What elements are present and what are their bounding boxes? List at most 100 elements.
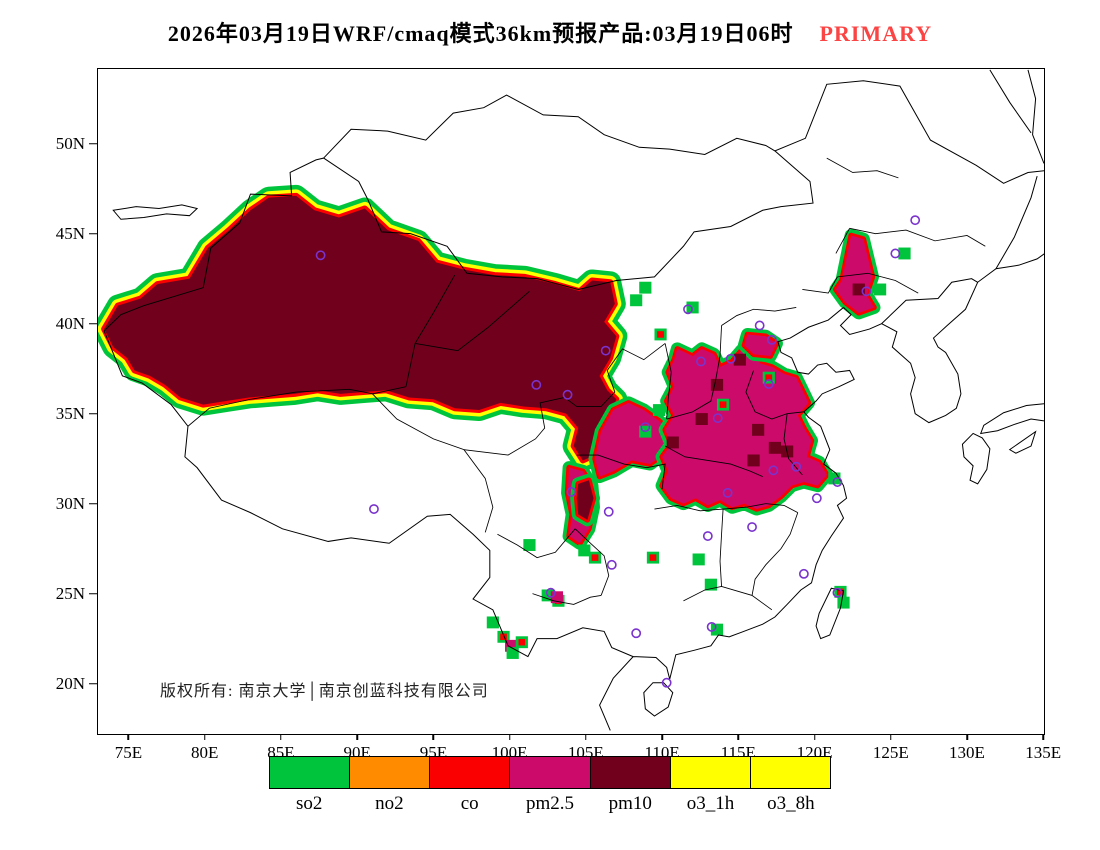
- station-marker: [532, 381, 540, 389]
- legend-cell-o3_1h: [669, 757, 750, 788]
- lon-tick: [280, 734, 282, 740]
- basemap-borders: [104, 70, 1044, 731]
- lon-tick: [127, 734, 130, 740]
- station-marker: [605, 508, 613, 516]
- province-line: [533, 594, 602, 605]
- province-line: [827, 158, 899, 178]
- lat-tick-label: 30N: [55, 493, 85, 513]
- station-marker: [765, 380, 773, 388]
- cell-so2: [506, 647, 519, 659]
- cell-core-co: [837, 588, 844, 596]
- lat-tick: [89, 592, 98, 595]
- lat-tick-label: 40N: [55, 313, 85, 333]
- pollution-regions: [104, 196, 874, 543]
- cell-core-co: [657, 331, 664, 338]
- island-kyushu: [962, 433, 989, 483]
- legend-label-pm25: pm2.5: [525, 793, 574, 814]
- lon-tick-label: 75E: [114, 743, 143, 762]
- region-pm25: [662, 348, 827, 510]
- city-markers: [316, 216, 919, 687]
- province-line: [667, 325, 722, 419]
- station-marker: [370, 505, 378, 513]
- station-marker: [547, 589, 555, 597]
- cell-so2: [710, 623, 724, 636]
- legend-label-pm10: pm10: [608, 793, 652, 814]
- cell-so2: [523, 539, 536, 551]
- region-pm10: [576, 480, 594, 520]
- station-marker: [756, 321, 764, 329]
- province-line: [575, 529, 609, 596]
- lat-tick: [89, 502, 98, 505]
- lon-tick: [508, 734, 511, 740]
- border-south: [104, 331, 633, 657]
- title-text: 2026年03月19日WRF/cmaq模式36km预报产品:03月19日06时: [167, 21, 794, 46]
- russia-river: [990, 70, 1031, 133]
- province-line: [850, 228, 986, 246]
- legend-bar: [269, 756, 831, 789]
- border-korea: [882, 279, 978, 324]
- coastline-china-korea: [600, 253, 1044, 730]
- station-marker: [891, 249, 899, 257]
- legend-cell-so2: [270, 757, 350, 788]
- lon-tick: [737, 734, 740, 740]
- cell-pm10: [710, 378, 724, 391]
- russia-coast: [1028, 70, 1044, 164]
- province-line: [836, 228, 850, 253]
- cell-pm10: [733, 353, 746, 366]
- border-north: [104, 81, 1044, 331]
- station-marker: [663, 679, 671, 687]
- province-line: [665, 343, 671, 419]
- lon-tick: [432, 734, 435, 740]
- station-marker: [833, 478, 841, 486]
- station-marker: [792, 463, 800, 471]
- lon-tick: [1042, 734, 1044, 740]
- title-pollutant-tag: PRIMARY: [819, 21, 933, 46]
- legend: so2 no2 co pm2.5 pm10 o3_1h o3_8h: [269, 756, 831, 815]
- page-title: 2026年03月19日WRF/cmaq模式36km预报产品:03月19日06时 P…: [0, 16, 1100, 48]
- lat-tick-label: 50N: [55, 133, 85, 153]
- station-marker: [608, 561, 616, 569]
- cell-core-co: [765, 374, 773, 381]
- legend-label-so2: so2: [295, 793, 323, 814]
- border-ussuri: [996, 176, 1037, 269]
- station-marker: [708, 623, 716, 631]
- province-line: [665, 446, 763, 477]
- station-marker: [602, 347, 610, 355]
- province-line: [577, 455, 665, 489]
- lat-tick: [89, 682, 98, 685]
- province-line: [415, 291, 529, 350]
- province-line: [837, 273, 918, 293]
- map-panel: 版权所有: 南京大学│南京创蓝科技有限公司 75E 80E 85E 90E 95E 100…: [56, 68, 1061, 762]
- lat-tick-label: 25N: [55, 583, 85, 603]
- legend-label-o3_8h: o3_8h: [767, 793, 815, 814]
- station-marker: [684, 305, 692, 313]
- island-honshu: [981, 404, 1044, 434]
- cell-pm10: [768, 441, 782, 454]
- cell-so2: [486, 616, 499, 629]
- cell-core-co: [518, 638, 526, 646]
- lon-tick-label: 130E: [949, 743, 985, 762]
- legend-cell-pm10: [589, 757, 670, 788]
- province-line: [406, 275, 455, 387]
- legend-label-o3_1h: o3_1h: [686, 793, 735, 814]
- cell-core-co: [591, 554, 599, 561]
- lon-tick: [966, 734, 968, 740]
- cell-so2: [652, 404, 666, 416]
- lon-tick: [203, 734, 206, 740]
- station-marker: [768, 336, 776, 344]
- border-mongolia-russia: [324, 95, 775, 158]
- cell-pm10: [747, 454, 760, 467]
- cell-so2: [692, 553, 705, 566]
- lon-tick: [661, 734, 663, 740]
- station-marker: [641, 423, 649, 431]
- cell-core-co: [649, 554, 657, 561]
- station-marker: [563, 391, 571, 399]
- lake-balkhash: [113, 205, 197, 219]
- lat-tick-label: 45N: [55, 223, 85, 243]
- region-pm10: [104, 195, 617, 461]
- station-marker: [697, 357, 705, 365]
- cell-pm10: [666, 436, 679, 449]
- lon-tick-label: 135E: [1025, 743, 1062, 762]
- station-marker: [567, 488, 575, 496]
